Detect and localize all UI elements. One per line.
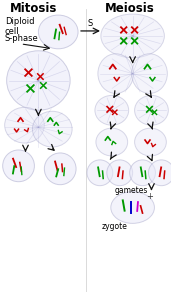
- Text: S: S: [87, 19, 93, 28]
- Ellipse shape: [148, 160, 172, 186]
- Ellipse shape: [107, 160, 133, 186]
- Text: Mitosis: Mitosis: [10, 2, 57, 15]
- Ellipse shape: [5, 107, 44, 143]
- Ellipse shape: [87, 160, 113, 186]
- Text: Meiosis: Meiosis: [105, 2, 154, 15]
- Text: S-phase: S-phase: [5, 34, 38, 43]
- Ellipse shape: [101, 14, 164, 58]
- Ellipse shape: [135, 128, 166, 156]
- Text: zygote: zygote: [102, 222, 128, 231]
- Ellipse shape: [135, 96, 168, 125]
- Ellipse shape: [96, 128, 128, 156]
- Text: gametes: gametes: [115, 186, 148, 195]
- Text: Diploid
cell: Diploid cell: [5, 17, 34, 36]
- Ellipse shape: [132, 54, 167, 93]
- Ellipse shape: [44, 153, 76, 185]
- Text: +: +: [146, 192, 153, 201]
- Ellipse shape: [98, 54, 134, 93]
- Ellipse shape: [7, 51, 70, 110]
- Ellipse shape: [111, 192, 154, 223]
- Ellipse shape: [33, 111, 72, 147]
- Ellipse shape: [130, 160, 155, 186]
- Ellipse shape: [3, 150, 34, 182]
- Ellipse shape: [95, 96, 129, 125]
- Ellipse shape: [38, 15, 78, 49]
